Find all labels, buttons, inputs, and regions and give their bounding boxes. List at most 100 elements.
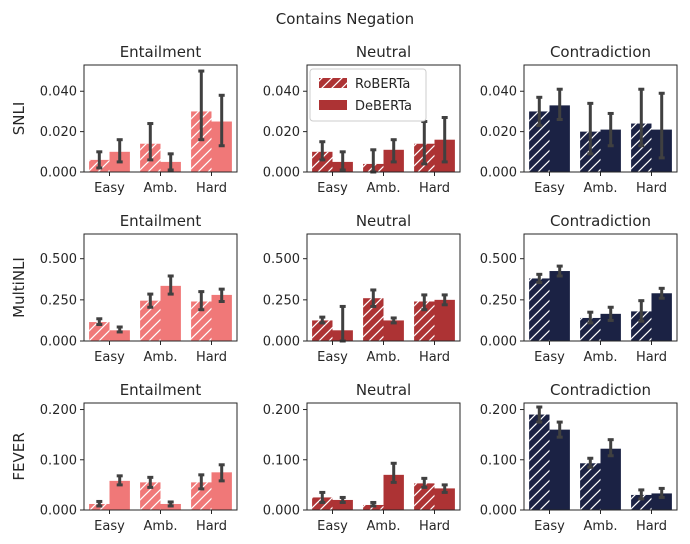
bar-roberta-easy-hatch xyxy=(529,414,550,510)
y-tick-label: 0.100 xyxy=(40,453,77,468)
panels: Entailment SNLI 0.000 0.020 0.040 Easy Amb. Har… xyxy=(10,43,678,534)
panel-fever-neutral: Neutral 0.000 0.100 0.200 Easy Amb. Hard xyxy=(263,381,461,534)
bar-roberta-easy-hatch xyxy=(89,322,110,341)
bar-roberta-easy-hatch xyxy=(529,278,550,341)
x-tick-label: Easy xyxy=(317,519,348,534)
x-tick-label: Amb. xyxy=(367,350,401,365)
y-tick-label: 0.000 xyxy=(40,504,77,519)
x-tick-label: Hard xyxy=(196,350,227,365)
bar-deberta-easy xyxy=(109,480,130,510)
panel-title: Entailment xyxy=(120,212,202,230)
y-tick-label: 0.100 xyxy=(263,453,300,468)
x-tick-label: Easy xyxy=(94,350,125,365)
y-tick-label: 0.250 xyxy=(480,293,517,308)
bar-roberta-easy-hatch xyxy=(312,151,333,172)
bar-deberta-hard xyxy=(651,293,672,341)
legend: RoBERTa DeBERTa xyxy=(309,68,427,122)
panel-snli-contradiction: Contradiction 0.000 0.020 0.040 Easy Amb. Hard xyxy=(480,43,678,196)
x-tick-label: Amb. xyxy=(584,519,618,534)
x-tick-label: Amb. xyxy=(584,350,618,365)
bar-deberta-hard xyxy=(211,472,232,510)
bar-roberta-easy-hatch xyxy=(529,111,550,172)
x-tick-label: Easy xyxy=(317,350,348,365)
x-tick-label: Amb. xyxy=(584,181,618,196)
bar-roberta-hard-hatch xyxy=(631,494,652,510)
bar-deberta-amb xyxy=(383,320,404,341)
bar-roberta-amb-hatch xyxy=(140,482,161,510)
x-tick-label: Amb. xyxy=(367,181,401,196)
y-tick-label: 0.500 xyxy=(480,252,517,267)
bar-deberta-hard xyxy=(651,493,672,510)
bar-deberta-hard xyxy=(434,488,455,510)
bar-roberta-amb-hatch xyxy=(140,300,161,341)
row-label: SNLI xyxy=(10,102,28,136)
bar-deberta-easy xyxy=(549,105,570,172)
bar-roberta-hard-hatch xyxy=(631,311,652,341)
panel-fever-entailment: Entailment FEVER 0.000 0.100 0.200 Easy Amb. Ha… xyxy=(10,381,238,534)
x-tick-label: Hard xyxy=(636,181,667,196)
x-tick-label: Easy xyxy=(94,519,125,534)
bar-deberta-hard xyxy=(434,299,455,341)
panel-multinli-neutral: Neutral 0.000 0.250 0.500 Easy Amb. Hard xyxy=(263,212,461,365)
y-tick-label: 0.000 xyxy=(263,504,300,519)
x-tick-label: Hard xyxy=(419,519,450,534)
legend-label-deberta: DeBERTa xyxy=(355,99,412,114)
x-tick-label: Hard xyxy=(419,350,450,365)
panel-title: Neutral xyxy=(356,381,411,399)
bar-deberta-easy xyxy=(549,271,570,341)
bar-roberta-amb-hatch xyxy=(580,317,601,341)
bar-roberta-hard-hatch xyxy=(191,301,212,341)
x-tick-label: Amb. xyxy=(144,350,178,365)
x-tick-label: Hard xyxy=(636,519,667,534)
bar-roberta-hard-hatch xyxy=(191,111,212,172)
panel-frame xyxy=(83,233,238,342)
x-tick-label: Easy xyxy=(534,519,565,534)
x-tick-label: Easy xyxy=(534,181,565,196)
y-tick-label: 0.000 xyxy=(263,166,300,181)
x-tick-label: Hard xyxy=(196,519,227,534)
y-tick-label: 0.040 xyxy=(480,85,517,100)
y-tick-label: 0.000 xyxy=(40,335,77,350)
y-tick-label: 0.000 xyxy=(480,504,517,519)
panel-title: Neutral xyxy=(356,212,411,230)
panel-multinli-contradiction: Contradiction 0.000 0.250 0.500 Easy Amb. Hard xyxy=(480,212,678,365)
x-tick-label: Hard xyxy=(196,181,227,196)
figure-title: Contains Negation xyxy=(276,10,414,28)
y-tick-label: 0.020 xyxy=(40,125,77,140)
y-tick-label: 0.250 xyxy=(40,293,77,308)
y-tick-label: 0.500 xyxy=(40,252,77,267)
bar-roberta-easy-hatch xyxy=(312,320,333,341)
x-tick-label: Easy xyxy=(534,350,565,365)
y-tick-label: 0.250 xyxy=(263,293,300,308)
bar-roberta-hard-hatch xyxy=(414,301,435,341)
x-tick-label: Easy xyxy=(317,181,348,196)
bar-roberta-amb-hatch xyxy=(363,504,384,510)
panel-frame xyxy=(306,233,461,342)
panel-title: Contradiction xyxy=(550,381,651,399)
panel-snli-neutral: Neutral 0.000 0.020 0.040 Easy Amb. Hard RoBERT… xyxy=(263,43,461,196)
bar-roberta-amb-hatch xyxy=(580,463,601,510)
x-tick-label: Amb. xyxy=(144,519,178,534)
legend-label-roberta: RoBERTa xyxy=(355,77,410,92)
y-tick-label: 0.200 xyxy=(480,403,517,418)
y-tick-label: 0.040 xyxy=(263,85,300,100)
panel-frame xyxy=(83,64,238,173)
panel-title: Contradiction xyxy=(550,212,651,230)
bar-roberta-hard-hatch xyxy=(191,482,212,510)
y-tick-label: 0.500 xyxy=(263,252,300,267)
panel-multinli-entailment: Entailment MultiNLI 0.000 0.250 0.500 Easy Amb… xyxy=(10,212,238,365)
bar-deberta-amb xyxy=(600,129,621,172)
row-label: MultiNLI xyxy=(10,257,28,318)
bar-deberta-amb xyxy=(160,285,181,341)
bar-deberta-easy xyxy=(109,330,130,341)
legend-swatch-deberta xyxy=(319,100,347,110)
panel-frame xyxy=(523,64,678,173)
y-tick-label: 0.020 xyxy=(480,125,517,140)
y-tick-label: 0.000 xyxy=(480,335,517,350)
bar-deberta-amb xyxy=(600,313,621,341)
bar-deberta-easy xyxy=(549,429,570,510)
bar-roberta-amb-hatch xyxy=(363,298,384,341)
y-tick-label: 0.200 xyxy=(263,403,300,418)
x-tick-label: Amb. xyxy=(144,181,178,196)
